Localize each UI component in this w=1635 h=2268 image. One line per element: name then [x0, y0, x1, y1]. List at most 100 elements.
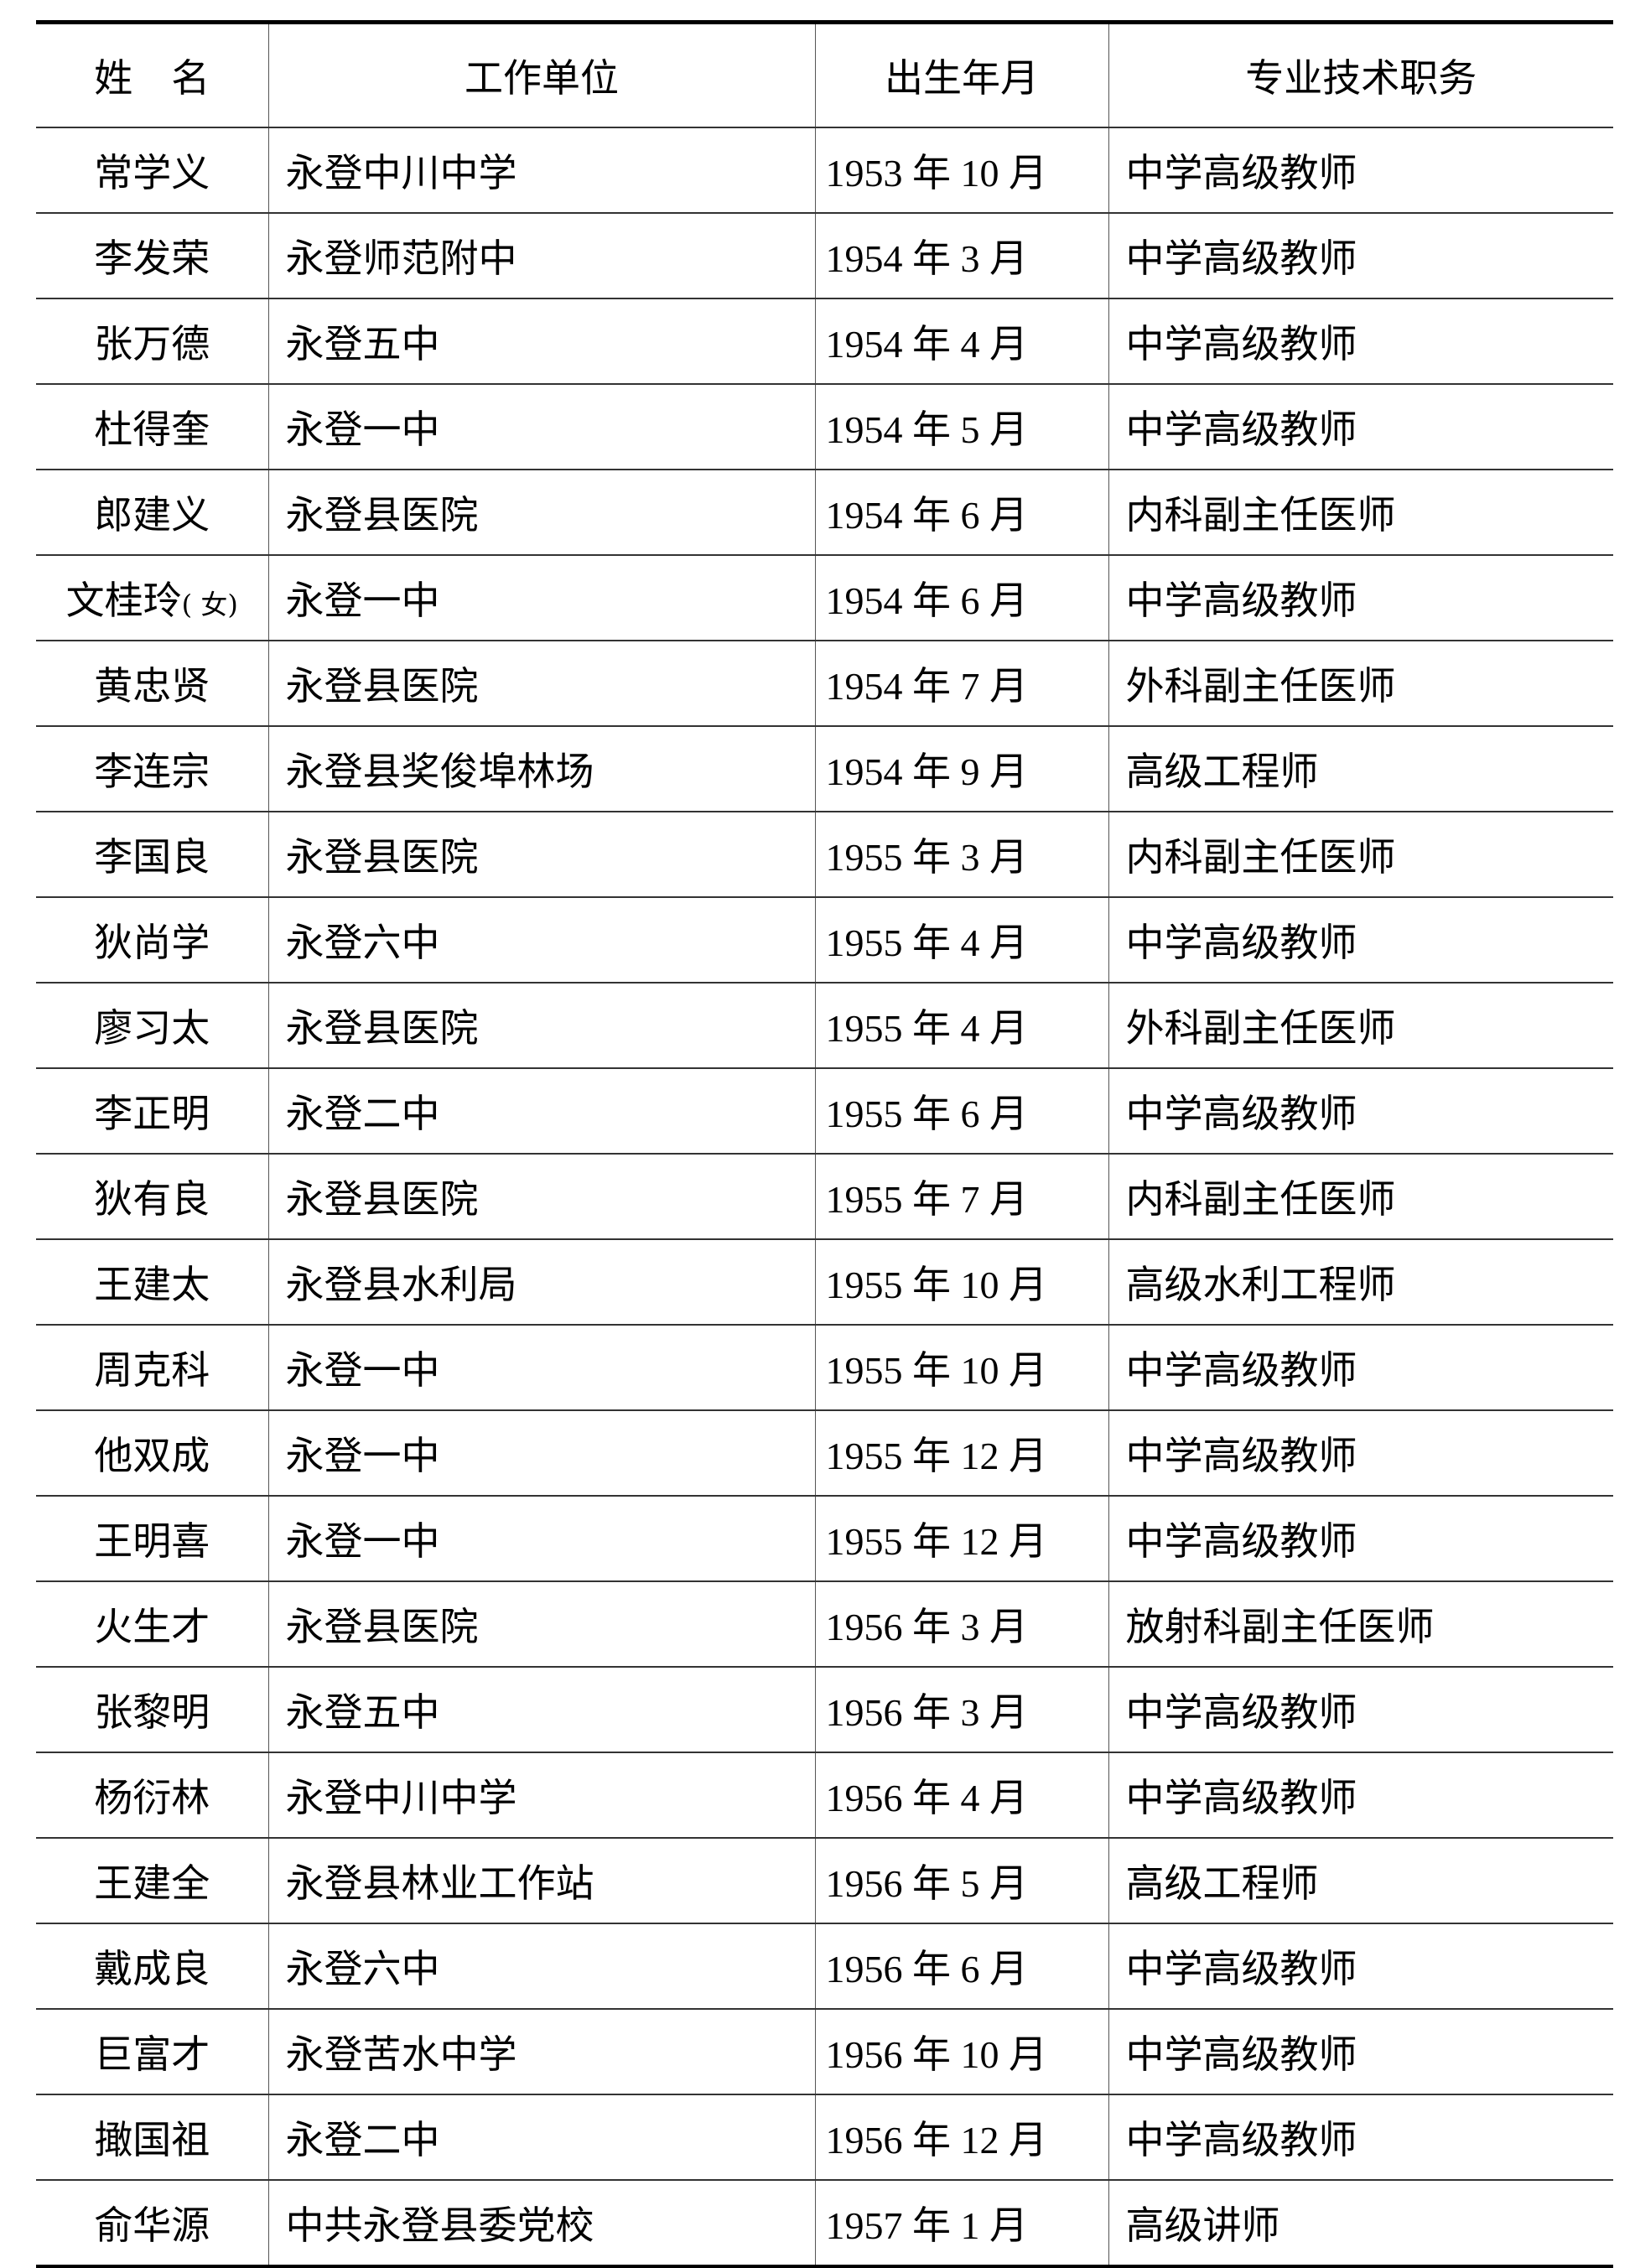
- unit-cell-text: 永登二中: [285, 2117, 440, 2162]
- name-cell-text: 常学义: [94, 150, 210, 195]
- table-row: 俞华源 中共永登县委党校 1957 年 1 月 高级讲师: [36, 2180, 1613, 2267]
- name-cell-text: 张万德: [94, 321, 210, 366]
- birth-cell-text: 1953 年 10 月: [825, 152, 1048, 195]
- unit-cell-text: 永登一中: [285, 1518, 440, 1564]
- title-cell-text: 内科副主任医师: [1125, 492, 1396, 537]
- header-birth: 出生年月: [814, 22, 1108, 128]
- unit-cell-text: 永登县林业工作站: [285, 1861, 594, 1906]
- unit-cell-text: 永登五中: [285, 1689, 440, 1735]
- birth-cell: 1956 年 6 月: [814, 1923, 1108, 2010]
- table-row: 杜得奎 永登一中 1954 年 5 月 中学高级教师: [36, 384, 1613, 470]
- name-cell-text: 杨衍林: [94, 1775, 210, 1820]
- title-cell: 中学高级教师: [1108, 1496, 1613, 1582]
- table-row: 火生才 永登县医院 1956 年 3 月 放射科副主任医师: [36, 1581, 1613, 1668]
- title-cell-text: 高级水利工程师: [1125, 1262, 1396, 1307]
- title-cell-text: 高级讲师: [1125, 2203, 1280, 2248]
- name-cell-text: 李国良: [94, 834, 210, 880]
- birth-cell-text: 1955 年 6 月: [825, 1092, 1029, 1135]
- title-cell-text: 内科副主任医师: [1125, 1176, 1396, 1222]
- name-cell-text: 张黎明: [94, 1689, 210, 1735]
- name-cell: 李正明: [36, 1068, 268, 1155]
- unit-cell: 永登县水利局: [267, 1239, 815, 1326]
- title-cell-text: 中学高级教师: [1125, 578, 1357, 623]
- birth-cell: 1956 年 12 月: [814, 2094, 1108, 2181]
- table-row: 黄忠贤 永登县医院 1954 年 7 月 外科副主任医师: [36, 641, 1613, 727]
- title-cell-text: 中学高级教师: [1125, 1347, 1357, 1393]
- name-cell: 火生才: [36, 1581, 268, 1668]
- name-cell: 王明喜: [36, 1496, 268, 1582]
- title-cell: 中学高级教师: [1108, 897, 1613, 983]
- title-cell-text: 放射科副主任医师: [1125, 1604, 1435, 1649]
- name-cell: 李国良: [36, 812, 268, 898]
- unit-cell-text: 永登县医院: [285, 1604, 479, 1649]
- title-cell-text: 中学高级教师: [1125, 150, 1357, 195]
- title-cell: 中学高级教师: [1108, 2094, 1613, 2181]
- unit-cell-text: 永登县医院: [285, 1176, 479, 1222]
- birth-cell-text: 1954 年 6 月: [825, 494, 1029, 537]
- table-row: 张黎明 永登五中 1956 年 3 月 中学高级教师: [36, 1667, 1613, 1753]
- birth-cell-text: 1956 年 4 月: [825, 1777, 1029, 1819]
- name-cell: 廖习太: [36, 983, 268, 1069]
- table-row: 常学义 永登中川中学 1953 年 10 月 中学高级教师: [36, 127, 1613, 214]
- name-cell: 张万德: [36, 298, 268, 385]
- title-cell: 外科副主任医师: [1108, 983, 1613, 1069]
- name-cell: 巨富才: [36, 2009, 268, 2095]
- birth-cell-text: 1955 年 10 月: [825, 1349, 1048, 1392]
- title-cell-text: 外科副主任医师: [1125, 663, 1396, 708]
- birth-cell-text: 1955 年 7 月: [825, 1178, 1029, 1221]
- table-row: 戴成良 永登六中 1956 年 6 月 中学高级教师: [36, 1923, 1613, 2010]
- title-cell: 中学高级教师: [1108, 384, 1613, 470]
- title-cell: 高级讲师: [1108, 2180, 1613, 2267]
- table-row: 他双成 永登一中 1955 年 12 月 中学高级教师: [36, 1410, 1613, 1497]
- title-cell-text: 中学高级教师: [1125, 1433, 1357, 1478]
- birth-cell: 1954 年 3 月: [814, 213, 1108, 299]
- name-cell-text: 李连宗: [94, 749, 210, 794]
- birth-cell-text: 1955 年 4 月: [825, 1007, 1029, 1050]
- name-cell: 俞华源: [36, 2180, 268, 2267]
- name-cell: 王建太: [36, 1239, 268, 1326]
- birth-cell-text: 1955 年 12 月: [825, 1520, 1048, 1563]
- unit-cell: 永登县医院: [267, 470, 815, 556]
- title-cell: 中学高级教师: [1108, 1068, 1613, 1155]
- unit-cell: 永登县医院: [267, 641, 815, 727]
- unit-cell-text: 永登中川中学: [285, 1775, 517, 1820]
- birth-cell-text: 1954 年 7 月: [825, 665, 1029, 708]
- unit-cell-text: 永登县水利局: [285, 1262, 517, 1307]
- name-cell: 黄忠贤: [36, 641, 268, 727]
- unit-cell-text: 永登一中: [285, 1347, 440, 1393]
- title-cell-text: 中学高级教师: [1125, 1775, 1357, 1820]
- name-cell-text: 火生才: [94, 1604, 210, 1649]
- birth-cell: 1953 年 10 月: [814, 127, 1108, 214]
- title-cell: 中学高级教师: [1108, 127, 1613, 214]
- birth-cell: 1956 年 3 月: [814, 1667, 1108, 1753]
- birth-cell: 1956 年 5 月: [814, 1838, 1108, 1924]
- name-cell: 狄有良: [36, 1154, 268, 1240]
- birth-cell: 1954 年 5 月: [814, 384, 1108, 470]
- unit-cell-text: 永登县医院: [285, 834, 479, 880]
- table-row: 巨富才 永登苦水中学 1956 年 10 月 中学高级教师: [36, 2009, 1613, 2095]
- table-row: 狄有良 永登县医院 1955 年 7 月 内科副主任医师: [36, 1154, 1613, 1240]
- name-cell: 李发荣: [36, 213, 268, 299]
- unit-cell-text: 永登苦水中学: [285, 2032, 517, 2077]
- table-row: 王明喜 永登一中 1955 年 12 月 中学高级教师: [36, 1496, 1613, 1582]
- birth-cell-text: 1955 年 3 月: [825, 836, 1029, 879]
- name-cell: 戴成良: [36, 1923, 268, 2010]
- birth-cell: 1954 年 6 月: [814, 470, 1108, 556]
- birth-cell-text: 1956 年 12 月: [825, 2119, 1048, 2162]
- birth-cell: 1954 年 9 月: [814, 726, 1108, 812]
- table-row: 撖国祖 永登二中 1956 年 12 月 中学高级教师: [36, 2094, 1613, 2181]
- name-cell-text: 周克科: [94, 1347, 210, 1393]
- unit-cell: 永登县医院: [267, 1581, 815, 1668]
- birth-cell: 1956 年 10 月: [814, 2009, 1108, 2095]
- title-cell-text: 中学高级教师: [1125, 1518, 1357, 1564]
- birth-cell: 1956 年 4 月: [814, 1752, 1108, 1839]
- name-cell-text: 杜得奎: [94, 407, 210, 452]
- name-cell-text: 撖国祖: [94, 2117, 210, 2162]
- birth-cell-text: 1956 年 10 月: [825, 2033, 1048, 2076]
- title-cell-text: 中学高级教师: [1125, 2032, 1357, 2077]
- unit-cell: 永登师范附中: [267, 213, 815, 299]
- table-row: 周克科 永登一中 1955 年 10 月 中学高级教师: [36, 1325, 1613, 1411]
- title-cell: 内科副主任医师: [1108, 812, 1613, 898]
- birth-cell: 1955 年 6 月: [814, 1068, 1108, 1155]
- unit-cell: 中共永登县委党校: [267, 2180, 815, 2267]
